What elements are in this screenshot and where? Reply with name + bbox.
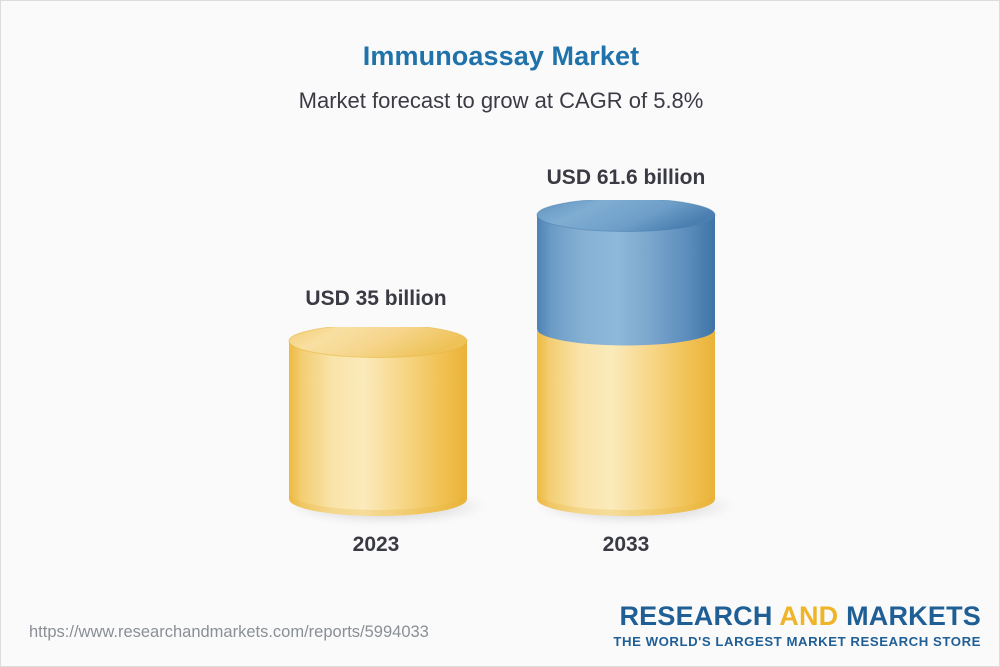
cylinder-2033	[536, 200, 716, 516]
cylinder-2023	[288, 327, 468, 516]
logo-tagline: THE WORLD'S LARGEST MARKET RESEARCH STOR…	[613, 634, 981, 649]
research-and-markets-logo[interactable]: RESEARCH AND MARKETS THE WORLD'S LARGEST…	[613, 601, 981, 649]
value-label-2023: USD 35 billion	[305, 287, 447, 310]
logo-word-markets: MARKETS	[838, 601, 981, 631]
page-title: Immunoassay Market	[362, 41, 640, 71]
category-label-2033: 2033	[602, 533, 650, 556]
chart-subtitle: Market forecast to grow at CAGR of 5.8%	[298, 88, 704, 113]
logo-wordmark: RESEARCH AND MARKETS	[613, 601, 981, 632]
value-label-2033: USD 61.6 billion	[546, 166, 706, 189]
logo-word-and: AND	[779, 601, 839, 631]
report-url[interactable]: https://www.researchandmarkets.com/repor…	[29, 623, 429, 641]
category-label-2023: 2023	[352, 533, 400, 556]
logo-word-research: RESEARCH	[619, 601, 780, 631]
